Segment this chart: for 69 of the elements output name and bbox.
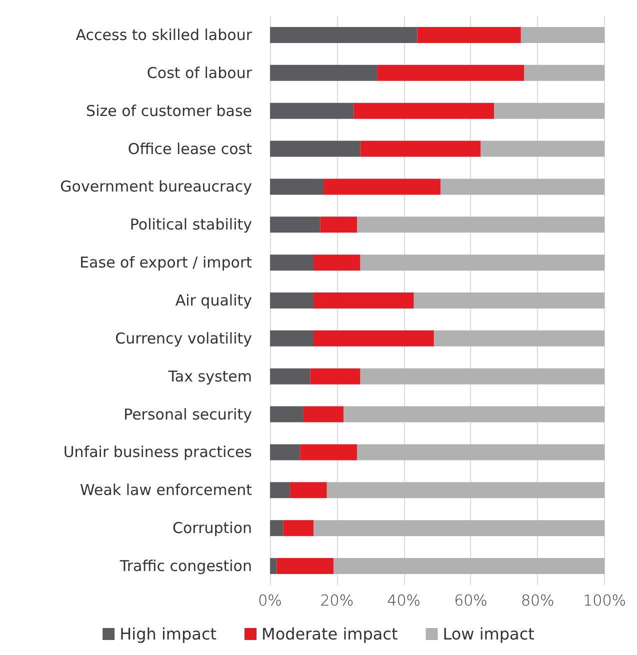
bar (270, 102, 354, 119)
bar (270, 368, 310, 384)
bar (417, 26, 521, 43)
bar (290, 482, 327, 498)
bar (270, 558, 277, 574)
bar (313, 254, 360, 271)
bar (324, 178, 441, 195)
bar (270, 254, 314, 271)
y-tick-label: Access to skilled labour (76, 26, 253, 44)
bar (313, 520, 605, 536)
x-tick-label: 20% (320, 592, 354, 610)
bar (276, 558, 334, 574)
y-tick-label: Government bureaucracy (60, 178, 252, 196)
y-tick-label: Cost of labour (146, 64, 253, 82)
y-tick-label: Unfair business practices (63, 443, 252, 462)
y-tick-label: Currency volatility (115, 329, 252, 348)
legend-label: High impact (120, 624, 217, 644)
bar (360, 140, 481, 157)
bar (377, 64, 524, 81)
y-tick-label: Weak law enforcement (80, 481, 252, 500)
y-tick-label: Size of customer base (86, 102, 252, 120)
y-tick-label: Office lease cost (128, 140, 252, 158)
y-tick-label: Personal security (124, 405, 252, 424)
bar (434, 330, 605, 346)
bar (270, 140, 360, 157)
bar (344, 406, 605, 422)
bar (360, 254, 605, 271)
bar (270, 216, 320, 233)
legend-label: Low impact (442, 624, 534, 644)
bar (300, 444, 357, 460)
bar (440, 178, 605, 195)
bar (320, 216, 357, 233)
bar (360, 368, 605, 384)
bar (494, 102, 605, 119)
x-tick-label: 60% (454, 592, 488, 610)
bar (520, 26, 605, 43)
y-tick-label: Air quality (175, 292, 252, 310)
y-tick-label: Ease of export / import (80, 254, 252, 272)
bar (283, 520, 314, 536)
bar (313, 330, 434, 346)
legend-label: Moderate impact (262, 624, 398, 644)
x-tick-label: 40% (387, 592, 420, 610)
bar (270, 64, 378, 81)
y-tick-label: Political stability (130, 216, 252, 234)
bar (313, 292, 414, 308)
bar (303, 406, 344, 422)
x-tick-label: 100% (583, 592, 626, 610)
bar (354, 102, 494, 119)
bar (270, 520, 284, 536)
x-tick-label: 0% (258, 592, 282, 610)
bar (310, 368, 360, 384)
bar (270, 178, 324, 195)
bar (270, 482, 290, 498)
bar (326, 482, 605, 498)
x-tick-label: 80% (520, 592, 554, 610)
bar (270, 406, 304, 422)
bar (270, 26, 418, 43)
bar (480, 140, 605, 157)
bar (356, 216, 605, 233)
bar (270, 292, 314, 308)
bar (524, 64, 605, 81)
bar (270, 330, 314, 346)
bar (270, 444, 300, 460)
bar (356, 444, 605, 460)
bar (334, 558, 605, 574)
y-tick-label: Traffic congestion (118, 557, 252, 576)
y-tick-label: Tax system (167, 367, 252, 386)
bar (414, 292, 605, 308)
y-tick-label: Corruption (172, 519, 252, 538)
